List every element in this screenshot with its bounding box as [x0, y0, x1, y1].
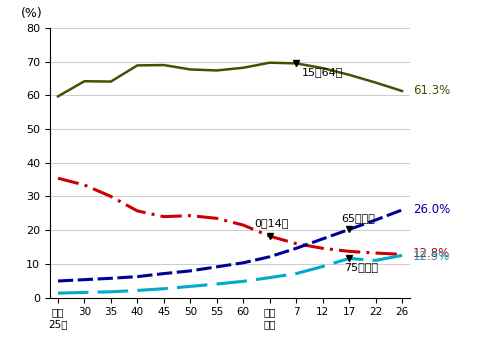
Text: 75歳以上: 75歳以上	[344, 262, 378, 272]
Text: 65歳以上: 65歳以上	[341, 213, 375, 223]
Text: 15〜64歳: 15〜64歳	[302, 67, 343, 77]
Text: 0〜14歳: 0〜14歳	[254, 218, 288, 228]
Y-axis label: (%): (%)	[21, 7, 43, 20]
Text: 12.5%: 12.5%	[412, 250, 450, 263]
Text: 12.8%: 12.8%	[412, 247, 450, 260]
Text: 26.0%: 26.0%	[412, 203, 450, 216]
Text: 61.3%: 61.3%	[412, 84, 450, 98]
